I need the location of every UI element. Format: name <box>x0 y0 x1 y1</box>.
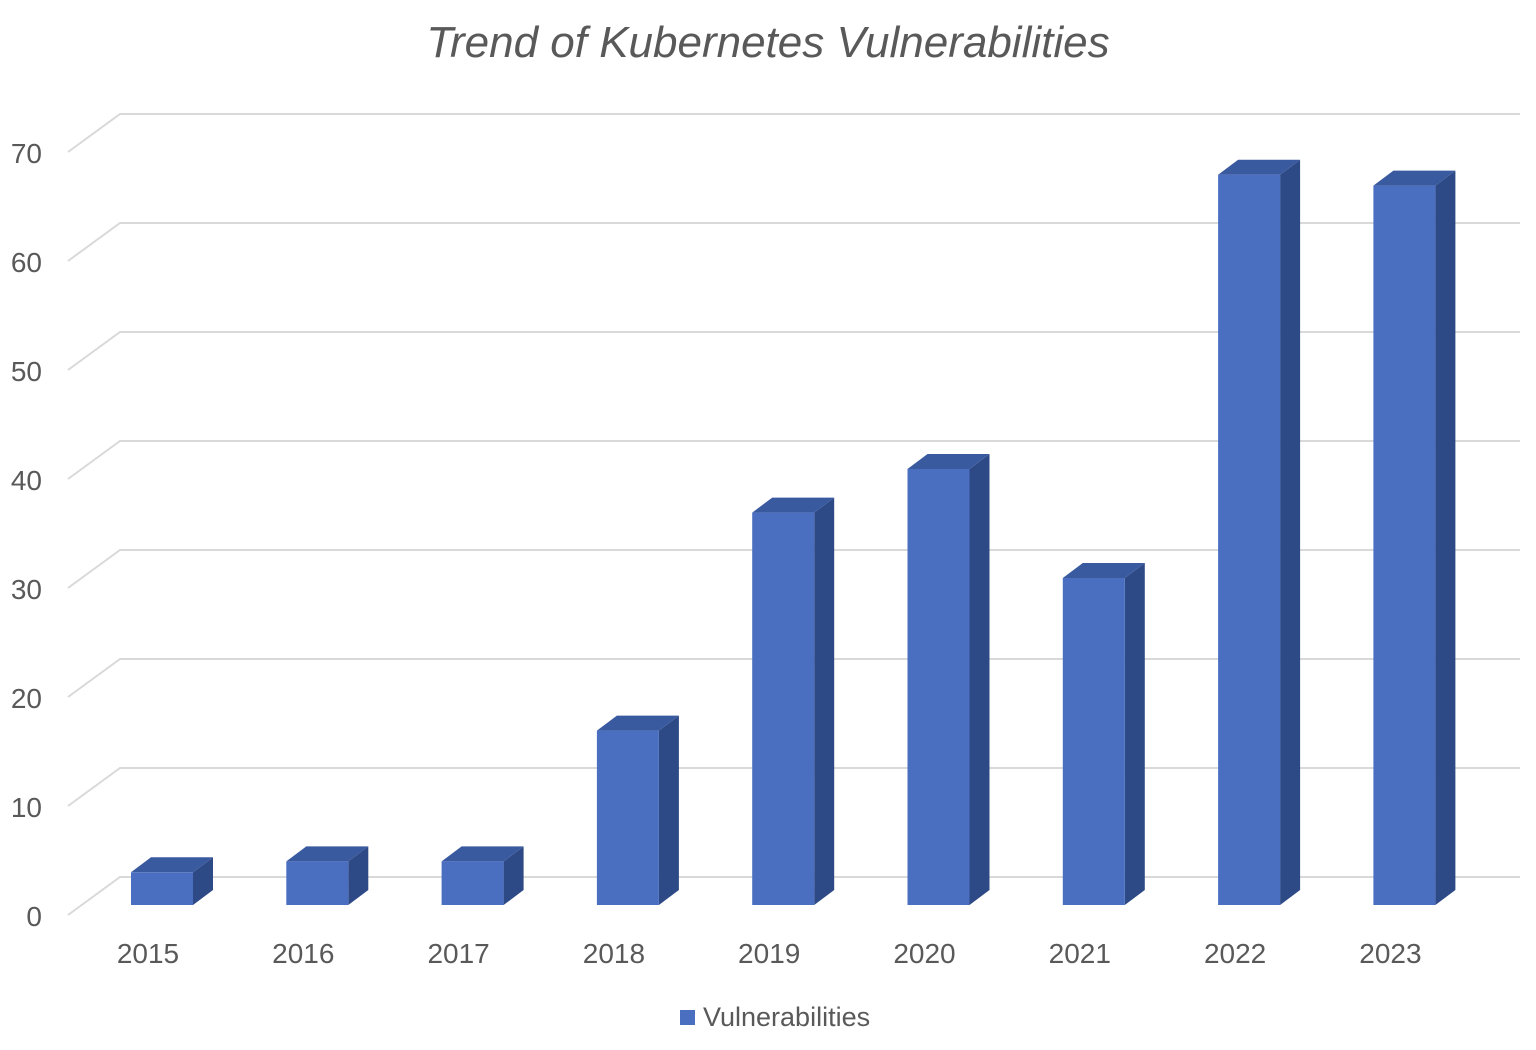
gridline <box>67 876 1520 916</box>
gridline <box>67 113 1520 153</box>
x-tick-label: 2021 <box>1049 938 1111 969</box>
bar <box>596 715 679 905</box>
gridline <box>67 331 1520 371</box>
bar-front <box>1373 185 1436 906</box>
bar-front <box>131 872 193 905</box>
x-tick-label: 2016 <box>272 938 334 969</box>
bar <box>907 454 990 905</box>
gridline <box>67 549 1520 589</box>
legend-swatch <box>680 1010 695 1025</box>
x-tick-label: 2023 <box>1359 938 1421 969</box>
legend: Vulnerabilities <box>680 1002 870 1032</box>
bar-front <box>752 512 815 905</box>
bar-side <box>658 715 679 905</box>
bar-side <box>1280 159 1301 905</box>
y-tick-label: 40 <box>11 465 42 496</box>
y-tick-label: 20 <box>11 683 42 714</box>
bar-top <box>286 846 369 862</box>
x-tick-label: 2022 <box>1204 938 1266 969</box>
bar <box>1218 159 1301 905</box>
bar <box>131 857 213 905</box>
bar-side <box>193 857 213 905</box>
bar-side <box>348 846 369 905</box>
bar-side <box>1435 170 1456 906</box>
bar-top <box>1373 170 1456 186</box>
bar <box>441 846 524 905</box>
bar <box>286 846 369 905</box>
x-tick-label: 2015 <box>117 938 179 969</box>
bar <box>752 497 835 905</box>
bar-top <box>1062 563 1145 578</box>
gridlines: 0 10 20 30 40 50 60 70 <box>11 113 1520 932</box>
gridline <box>67 440 1520 480</box>
bar-front <box>1218 174 1281 905</box>
bar-side <box>503 846 524 905</box>
legend-label: Vulnerabilities <box>703 1002 870 1032</box>
bar-top <box>131 857 213 873</box>
bar-side <box>969 454 990 905</box>
chart-title: Trend of Kubernetes Vulnerabilities <box>426 18 1110 67</box>
bar-front <box>907 469 970 905</box>
bar-top <box>907 454 990 469</box>
gridline <box>67 658 1520 698</box>
gridline <box>67 222 1520 262</box>
bar-top <box>752 497 835 513</box>
x-tick-label: 2017 <box>427 938 489 969</box>
bars <box>131 159 1456 906</box>
bar-front <box>1062 578 1125 905</box>
x-tick-label: 2019 <box>738 938 800 969</box>
gridline <box>67 767 1520 807</box>
bar <box>1373 170 1456 906</box>
bar-front <box>286 861 349 905</box>
x-tick-label: 2018 <box>583 938 645 969</box>
x-tick-label: 2020 <box>893 938 955 969</box>
bar-side <box>814 497 835 905</box>
bar-top <box>1218 159 1301 175</box>
y-tick-label: 0 <box>26 901 42 932</box>
bar <box>1062 563 1145 905</box>
y-tick-label: 10 <box>11 792 42 823</box>
bar-top <box>441 846 524 862</box>
y-tick-label: 70 <box>11 138 42 169</box>
bar-front <box>596 730 659 905</box>
y-tick-label: 60 <box>11 247 42 278</box>
bar-top <box>596 715 679 731</box>
bar-side <box>1124 563 1145 905</box>
y-tick-label: 50 <box>11 356 42 387</box>
y-tick-label: 30 <box>11 574 42 605</box>
bar-front <box>441 861 504 905</box>
